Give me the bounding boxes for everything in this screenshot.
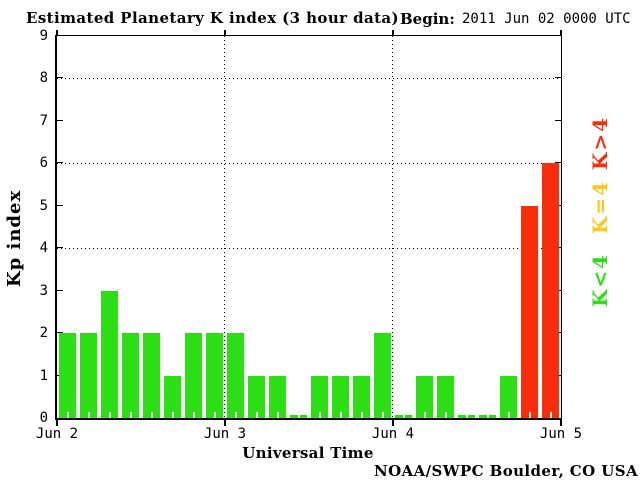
- x-tick-label: Jun 4: [371, 426, 415, 442]
- kp-bar: [80, 333, 97, 418]
- y-tick-label: 7: [39, 112, 48, 129]
- x-tick-top: [56, 30, 58, 35]
- y-tick-label: 4: [39, 240, 48, 257]
- y-tick-left: [57, 332, 63, 334]
- kp-bar: [143, 333, 160, 418]
- grid-line-day: [392, 36, 393, 418]
- kp-bar: [311, 375, 328, 418]
- y-tick-left: [57, 289, 63, 291]
- x-minor-tick: [486, 412, 489, 418]
- kp-bar: [542, 163, 559, 418]
- x-tick-bottom: [56, 420, 58, 426]
- y-axis-labels: 0 1 2 3 4 5 6 7 8 9: [20, 28, 48, 426]
- y-tick-label: 0: [39, 410, 48, 426]
- begin-value: 2011 Jun 02 0000 UTC: [462, 11, 631, 27]
- x-minor-tick: [129, 412, 132, 418]
- x-minor-tick: [276, 412, 279, 418]
- y-tick-label: 6: [39, 155, 48, 172]
- legend-item: K=4: [588, 179, 612, 235]
- x-minor-tick: [528, 412, 531, 418]
- x-minor-tick: [150, 412, 153, 418]
- y-tick-left: [57, 204, 63, 206]
- x-minor-tick: [108, 412, 111, 418]
- kp-bar: [206, 333, 223, 418]
- updated-timestamp: Updated2011 Jun 5 02:55:02 UTC: [2, 461, 321, 480]
- x-tick-bottom: [224, 420, 226, 426]
- kp-bar: [185, 333, 202, 418]
- x-tick-label: Jun 5: [539, 426, 583, 442]
- kp-legend: K>4 K=4 K<4: [588, 0, 624, 480]
- y-tick-label: 3: [39, 282, 48, 299]
- grid-line-y: [57, 78, 561, 80]
- x-tick-label: Jun 2: [35, 426, 79, 442]
- kp-bar: [416, 375, 433, 418]
- x-minor-tick: [360, 412, 363, 418]
- y-tick-label: 8: [39, 70, 48, 87]
- kp-bar: [437, 375, 454, 418]
- credit-text: NOAA/SWPC Boulder, CO USA: [373, 462, 638, 480]
- y-tick-label: 5: [39, 197, 48, 214]
- kp-bar: [122, 333, 139, 418]
- x-axis-title: Universal Time: [242, 444, 374, 462]
- grid-line-y: [57, 248, 561, 250]
- kp-bar: [500, 375, 517, 418]
- kp-bar: [353, 375, 370, 418]
- kp-bar: [374, 333, 391, 418]
- grid-line-y: [57, 163, 561, 165]
- plot-area: [55, 30, 562, 426]
- kp-bar: [248, 375, 265, 418]
- kp-bar: [269, 375, 286, 418]
- x-tick-top: [560, 30, 562, 35]
- y-tick-label: 9: [39, 28, 48, 44]
- x-tick-label: Jun 3: [203, 426, 247, 442]
- x-minor-tick: [192, 412, 195, 418]
- kp-bar: [227, 333, 244, 418]
- x-minor-tick: [171, 412, 174, 418]
- x-minor-tick: [339, 412, 342, 418]
- x-minor-tick: [402, 412, 405, 418]
- y-tick-left: [57, 119, 63, 121]
- kp-bar: [332, 375, 349, 418]
- y-tick-right: [555, 162, 561, 164]
- kp-bar: [521, 205, 538, 418]
- x-minor-tick: [549, 412, 552, 418]
- y-tick-left: [57, 162, 63, 164]
- legend-item: K<4: [588, 252, 612, 308]
- x-minor-tick: [234, 412, 237, 418]
- x-minor-tick: [423, 412, 426, 418]
- kp-bar: [101, 290, 118, 418]
- x-minor-tick: [444, 412, 447, 418]
- grid-line-day: [224, 36, 225, 418]
- begin-label: Begin:: [400, 10, 455, 28]
- x-tick-bottom: [392, 420, 394, 426]
- x-minor-tick: [318, 412, 321, 418]
- legend-item: K>4: [588, 115, 612, 171]
- kp-bar: [59, 333, 76, 418]
- chart-title: Estimated Planetary K index (3 hour data…: [26, 9, 400, 27]
- y-tick-right: [555, 77, 561, 79]
- kp-bar: [164, 375, 181, 418]
- x-axis-labels: Jun 2 Jun 3 Jun 4 Jun 5: [36, 426, 582, 442]
- x-minor-tick: [255, 412, 258, 418]
- y-tick-right: [555, 119, 561, 121]
- x-tick-bottom: [560, 420, 562, 426]
- x-minor-tick: [465, 412, 468, 418]
- x-minor-tick: [87, 412, 90, 418]
- y-tick-left: [57, 247, 63, 249]
- x-minor-tick: [66, 412, 69, 418]
- y-tick-label: 2: [39, 325, 48, 342]
- x-tick-top: [392, 30, 394, 35]
- x-minor-tick: [213, 412, 216, 418]
- x-tick-top: [224, 30, 226, 35]
- y-tick-label: 1: [39, 367, 48, 384]
- x-minor-tick: [507, 412, 510, 418]
- x-minor-tick: [297, 412, 300, 418]
- y-tick-left: [57, 77, 63, 79]
- x-minor-tick: [381, 412, 384, 418]
